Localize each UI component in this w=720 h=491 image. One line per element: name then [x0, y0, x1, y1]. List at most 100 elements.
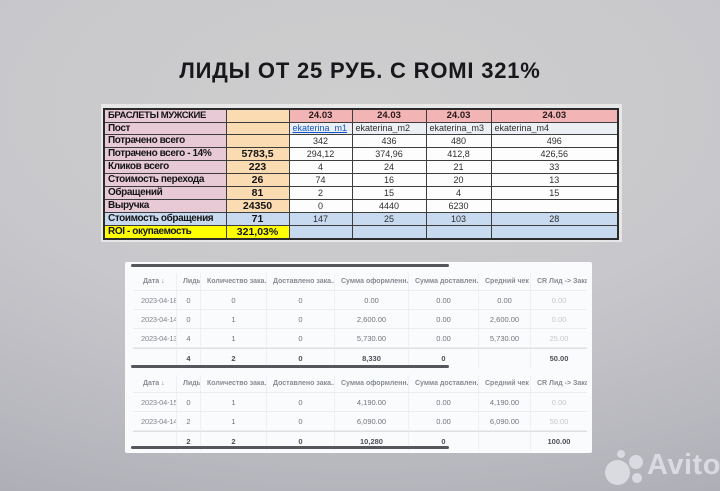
metric-summary-cell: 81 — [225, 185, 290, 200]
column-header[interactable]: Сумма оформленн... — [335, 273, 409, 290]
orders-cell: 5,730.00 — [479, 329, 531, 347]
table-row: Кликов всего 223 4 24 21 33 — [103, 159, 619, 174]
post-name-cell: ekaterina_m2 — [351, 121, 427, 136]
orders-date-cell: 2023-04-14 — [133, 310, 177, 328]
table-row: 2023-04-15 0 1 0 4,190.00 0.00 4,190.00 0.00 — [133, 393, 587, 412]
metric-value-cell: 74 — [288, 172, 353, 187]
column-header[interactable]: Сумма доставлен... — [409, 375, 479, 392]
orders-cell: 0.00 — [409, 393, 479, 411]
orders-cell: 0.00 — [335, 291, 409, 309]
column-header[interactable]: Количество зака... — [201, 375, 267, 392]
orders-total-cell — [133, 432, 177, 451]
metric-value-cell — [490, 198, 619, 213]
column-header[interactable]: CR Лид -> Заказ — [537, 380, 587, 387]
column-header[interactable]: Количество зака... — [201, 273, 267, 290]
orders-table: Дата ↓ Лиды Количество зака... Доставлено з… — [133, 273, 587, 368]
orders-total-cell — [479, 349, 531, 368]
column-header[interactable]: Доставлено зака... — [267, 375, 335, 392]
orders-total-cell: 0 — [409, 432, 479, 451]
post-name-cell: ekaterina_m4 — [490, 121, 619, 136]
metric-value-cell — [425, 224, 492, 240]
orders-cell: 0 — [177, 310, 201, 328]
table-row: Стоимость перехода 26 74 16 20 13 — [103, 172, 619, 187]
metric-value-cell: 436 — [351, 134, 427, 148]
date-header-cell: 24.03 — [288, 108, 353, 123]
table-row: БРАСЛЕТЫ МУЖСКИЕ 24.03 24.03 24.03 24.03 — [103, 108, 619, 123]
horizontal-scrollbar[interactable] — [131, 446, 449, 449]
column-header[interactable]: CR Лид -> Заказ — [537, 278, 587, 285]
column-header[interactable]: Лиды — [177, 273, 201, 290]
orders-total-cell: 4 — [177, 349, 201, 368]
orders-cell: 0 — [267, 291, 335, 309]
metric-label-cell: Кликов всего — [103, 159, 227, 174]
metric-value-cell: 4440 — [351, 198, 427, 213]
orders-date-cell: 2023-04-13 — [133, 329, 177, 347]
orders-cell: 50.00 — [549, 416, 569, 426]
metric-summary-cell — [225, 108, 290, 123]
column-header[interactable]: Лиды — [177, 375, 201, 392]
orders-cell: 4,190.00 — [335, 393, 409, 411]
page-title: ЛИДЫ ОТ 25 РУБ. С ROMI 321% — [179, 58, 541, 83]
column-header[interactable]: Сумма доставлен... — [409, 273, 479, 290]
metric-summary-cell: 223 — [225, 159, 290, 174]
metric-value-cell: 2 — [288, 185, 353, 200]
metric-value-cell: 21 — [425, 159, 492, 174]
orders-cell: 0.00 — [409, 310, 479, 328]
metric-value-cell: 16 — [351, 172, 427, 187]
column-header-date[interactable]: Дата ↓ — [133, 273, 177, 290]
orders-cell: 0 — [177, 291, 201, 309]
orders-cell: 6,090.00 — [335, 412, 409, 430]
metric-value-cell: 25 — [351, 211, 427, 226]
metric-value-cell: 20 — [425, 172, 492, 187]
avito-watermark: Avito — [604, 449, 720, 491]
orders-cell: 0 — [267, 329, 335, 347]
metric-value-cell: 496 — [490, 134, 619, 148]
column-header[interactable]: Средний чек — [479, 375, 531, 392]
orders-cell: 2,600.00 — [479, 310, 531, 328]
metric-value-cell: 13 — [490, 172, 619, 187]
orders-cell: 1 — [201, 412, 267, 430]
column-header[interactable]: Средний чек — [479, 273, 531, 290]
metric-summary-cell: 71 — [225, 211, 290, 226]
column-header[interactable]: Сумма оформленн... — [335, 375, 409, 392]
metric-value-cell: 0 — [288, 198, 353, 213]
post-link[interactable]: ekaterina_m1 — [292, 123, 348, 134]
horizontal-scrollbar[interactable] — [131, 264, 449, 267]
metric-value-cell: 294,12 — [288, 146, 353, 161]
orders-total-cell: 2 — [201, 349, 267, 368]
orders-cell: 2 — [177, 412, 201, 430]
sheet-title-cell: БРАСЛЕТЫ МУЖСКИЕ — [103, 108, 227, 123]
orders-cell: 0.00 — [409, 329, 479, 347]
orders-total-cell — [133, 349, 177, 368]
horizontal-scrollbar[interactable] — [131, 365, 449, 368]
orders-cell: 0.00 — [479, 291, 531, 309]
table-row: Потрачено всего - 14% 5783,5 294,12 374,… — [103, 146, 619, 161]
orders-cell: 2,600.00 — [335, 310, 409, 328]
metric-value-cell — [490, 224, 619, 240]
date-header-cell: 24.03 — [425, 108, 492, 123]
orders-cell: 0.00 — [409, 412, 479, 430]
metric-label-cell: Пост — [103, 121, 227, 136]
orders-total-cell: 0 — [267, 432, 335, 451]
column-header[interactable]: Доставлено зака... — [267, 273, 335, 290]
avito-logo-dot — [605, 460, 630, 485]
orders-cell: 0.00 — [551, 295, 567, 305]
metric-value-cell: 4 — [425, 185, 492, 200]
metric-label-cell: Потрачено всего — [103, 134, 227, 148]
date-header-cell: 24.03 — [351, 108, 427, 123]
metric-value-cell — [351, 224, 427, 240]
metric-value-cell — [288, 224, 353, 240]
metric-label-cell: Стоимость перехода — [103, 172, 227, 187]
column-header-date[interactable]: Дата ↓ — [133, 375, 177, 392]
orders-cell: 25.00 — [549, 333, 569, 343]
metric-summary-cell: 24350 — [225, 198, 290, 213]
orders-cell: 0 — [267, 393, 335, 411]
metric-value-cell: 103 — [425, 211, 492, 226]
roi-value-cell: 321,03% — [225, 224, 290, 240]
date-header-cell: 24.03 — [490, 108, 619, 123]
metrics-spreadsheet: БРАСЛЕТЫ МУЖСКИЕ 24.03 24.03 24.03 24.03… — [101, 104, 622, 242]
metric-summary-cell — [225, 121, 290, 136]
orders-cell: 0 — [177, 393, 201, 411]
orders-total-cell: 2 — [177, 432, 201, 451]
post-name-cell: ekaterina_m3 — [425, 121, 492, 136]
